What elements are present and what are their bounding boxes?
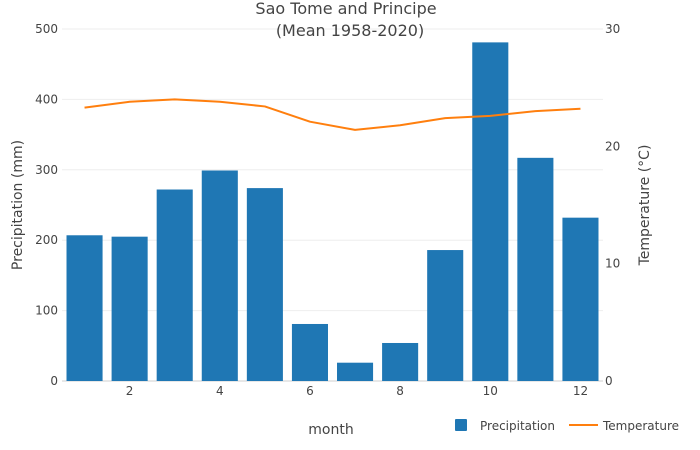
temperature-line[interactable] (84, 98, 581, 131)
precipitation-bar[interactable] (156, 189, 193, 381)
legend-swatch-precipitation (455, 419, 467, 431)
legend[interactable]: Precipitation Temperature (455, 419, 679, 433)
temperature-line-layer (84, 98, 581, 131)
y2-axis-title: Temperature (°C) (637, 145, 653, 267)
precipitation-bars (66, 42, 599, 381)
y-tick-label: 400 (35, 92, 58, 106)
x-tick-label: 6 (306, 384, 314, 398)
legend-item-precipitation[interactable]: Precipitation (455, 419, 555, 433)
y-tick-label: 300 (35, 163, 58, 177)
y2-tick-label: 30 (605, 22, 620, 36)
precipitation-bar[interactable] (517, 157, 554, 381)
y-tick-label: 100 (35, 304, 58, 318)
precipitation-bar[interactable] (246, 188, 283, 381)
y2-tick-label: 0 (605, 374, 613, 388)
legend-label-precipitation: Precipitation (480, 419, 555, 433)
chart-title: Sao Tome and Principe (255, 0, 436, 18)
y-tick-label: 500 (35, 22, 58, 36)
precipitation-bar[interactable] (291, 323, 328, 381)
x-axis-title: month (308, 422, 353, 438)
precipitation-bar[interactable] (66, 235, 103, 381)
legend-item-temperature[interactable]: Temperature (569, 419, 679, 433)
axes: 0 100 200 300 400 500 0 10 20 30 2 4 6 8 10 12 (35, 22, 620, 398)
precipitation-bar[interactable] (111, 236, 148, 381)
y-axis-title: Precipitation (mm) (10, 140, 26, 270)
legend-label-temperature: Temperature (602, 419, 679, 433)
precipitation-bar[interactable] (562, 217, 599, 381)
precipitation-bar[interactable] (337, 362, 374, 381)
x-tick-label: 4 (216, 384, 224, 398)
y-tick-label: 0 (50, 374, 58, 388)
precipitation-bar[interactable] (427, 250, 464, 381)
y-tick-label: 200 (35, 233, 58, 247)
precipitation-bar[interactable] (201, 170, 238, 381)
x-tick-label: 10 (483, 384, 498, 398)
x-tick-label: 8 (396, 384, 404, 398)
chart-subtitle: (Mean 1958-2020) (276, 21, 424, 40)
grid-lines (62, 28, 603, 382)
x-tick-label: 2 (126, 384, 134, 398)
x-tick-label: 12 (573, 384, 588, 398)
y2-tick-label: 10 (605, 257, 620, 271)
precipitation-bar[interactable] (382, 342, 419, 381)
precipitation-bar[interactable] (472, 42, 509, 381)
y2-tick-label: 20 (605, 139, 620, 153)
